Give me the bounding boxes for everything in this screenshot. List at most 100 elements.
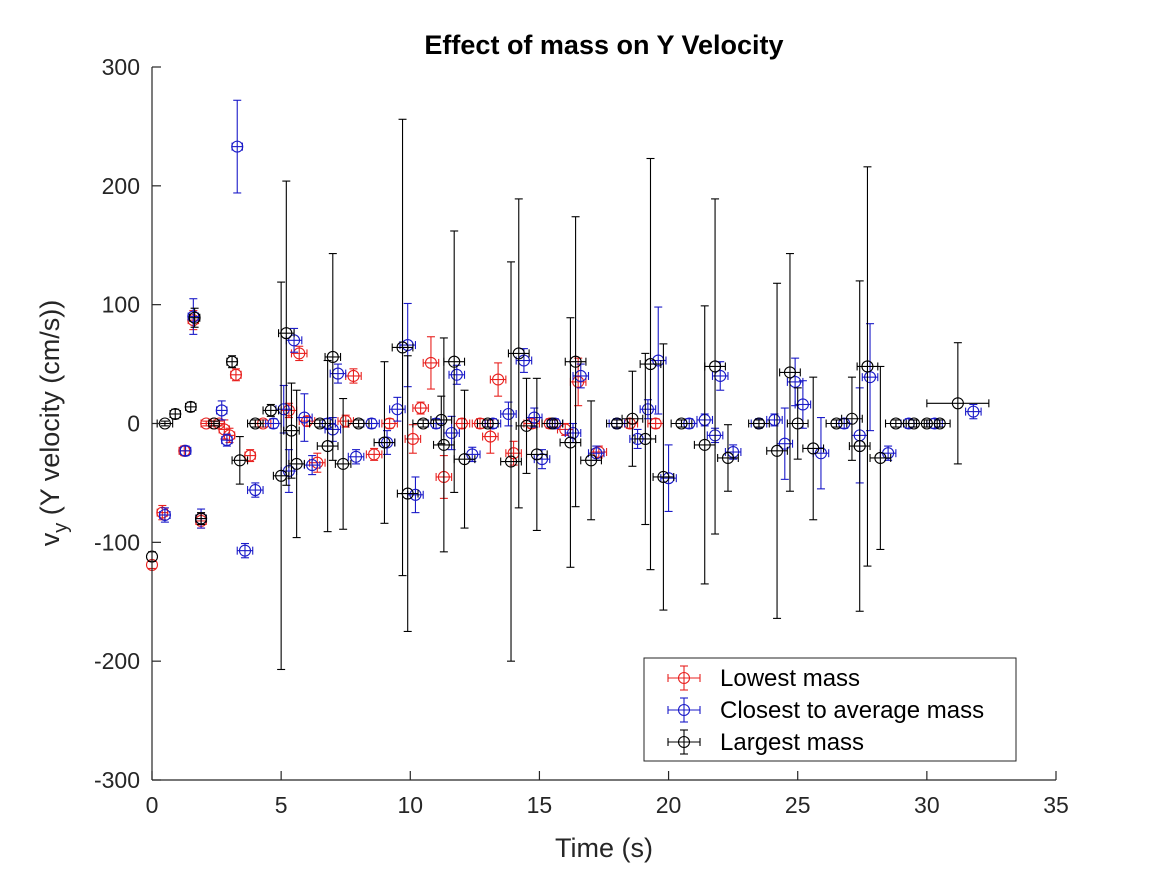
data-point-s2-2 xyxy=(187,298,200,335)
y-axis-label-sub: y xyxy=(50,523,72,533)
marker-circle xyxy=(512,347,525,360)
y-tick-label-100: 100 xyxy=(102,292,140,318)
plot-marks xyxy=(145,99,990,671)
data-point-s1-33 xyxy=(569,357,587,407)
data-point-s3-28 xyxy=(476,417,499,430)
x-tick-label-0: 0 xyxy=(146,792,159,818)
data-point-s2-26 xyxy=(448,364,466,385)
data-point-s3-27 xyxy=(453,389,476,529)
data-point-s1-17 xyxy=(337,414,355,428)
marker-circle xyxy=(298,411,311,424)
data-point-s3-32 xyxy=(525,377,548,532)
data-point-s3-9 xyxy=(247,417,264,430)
marker-circle xyxy=(853,440,866,453)
marker-circle xyxy=(156,506,169,519)
data-point-s3-47 xyxy=(766,282,788,619)
marker-circle xyxy=(967,405,980,418)
data-point-s3-25 xyxy=(432,337,455,553)
data-point-s3-19 xyxy=(347,417,370,430)
data-point-s3-5 xyxy=(195,512,208,526)
marker-circle xyxy=(951,397,964,410)
marker-circle xyxy=(675,417,688,430)
marker-circle xyxy=(435,413,448,426)
data-point-s1-28 xyxy=(489,362,507,397)
marker-circle xyxy=(626,412,639,425)
data-point-s3-15 xyxy=(309,417,331,430)
marker-circle xyxy=(264,404,277,417)
legend: Lowest mass Closest to average mass Larges… xyxy=(643,657,1017,762)
data-point-s3-48 xyxy=(779,253,801,492)
marker-circle xyxy=(293,347,306,360)
data-point-s3-60 xyxy=(926,342,990,465)
marker-circle xyxy=(169,407,182,421)
data-point-s3-24 xyxy=(430,395,453,445)
marker-circle xyxy=(492,373,505,386)
data-point-s2-59 xyxy=(965,403,982,420)
marker-circle xyxy=(229,368,242,381)
data-point-s3-38 xyxy=(621,370,644,467)
marker-circle xyxy=(458,453,471,466)
data-point-s3-59 xyxy=(928,417,951,430)
marker-circle xyxy=(752,417,766,430)
marker-circle xyxy=(889,417,902,430)
marker-circle xyxy=(290,457,303,470)
data-point-s3-14 xyxy=(288,389,305,539)
chart-title: Effect of mass on Y Velocity xyxy=(424,30,783,60)
data-point-s3-54 xyxy=(856,166,879,567)
data-point-s3-35 xyxy=(564,216,587,508)
data-point-s1-14 xyxy=(290,345,308,362)
x-tick-label-20: 20 xyxy=(656,792,682,818)
data-point-s2-7 xyxy=(236,542,254,559)
marker-circle xyxy=(187,310,200,323)
data-point-s3-49 xyxy=(786,387,809,460)
y-axis-label-main: v xyxy=(35,532,65,546)
data-point-s3-10 xyxy=(262,403,280,417)
marker-circle xyxy=(530,448,543,461)
data-point-s3-36 xyxy=(580,400,602,521)
legend-box xyxy=(643,657,1017,762)
marker-circle xyxy=(179,444,192,457)
marker-circle xyxy=(220,434,233,447)
data-point-s2-9 xyxy=(265,417,282,430)
data-point-s2-23 xyxy=(407,476,424,514)
data-point-s3-22 xyxy=(396,355,419,633)
data-point-s3-2 xyxy=(169,407,182,421)
data-point-s1-20 xyxy=(381,417,398,430)
marker-circle xyxy=(378,436,391,449)
data-point-s2-1 xyxy=(179,444,192,457)
marker-circle xyxy=(445,426,458,440)
marker-circle xyxy=(502,407,515,421)
data-point-s3-4 xyxy=(188,307,201,328)
marker-circle xyxy=(933,417,946,430)
data-point-s3-43 xyxy=(693,305,716,585)
legend-marker xyxy=(677,735,691,749)
marker-circle xyxy=(347,369,360,383)
y-axis-ticks: 300 200 100 0 -100 -200 -300 xyxy=(94,54,161,793)
marker-circle xyxy=(267,417,280,430)
data-point-s3-7 xyxy=(226,355,239,369)
marker-circle xyxy=(644,358,657,371)
marker-circle xyxy=(195,512,208,525)
marker-circle xyxy=(244,449,257,462)
data-point-s3-6 xyxy=(207,417,221,430)
marker-circle xyxy=(414,402,427,415)
marker-circle xyxy=(610,417,623,430)
marker-circle xyxy=(337,457,350,470)
x-axis-label: Time (s) xyxy=(555,833,653,863)
data-point-s2-4 xyxy=(215,400,228,421)
y-axis-label-group: vy (Y velocity (cm/s)) xyxy=(35,300,72,547)
data-point-s3-53 xyxy=(848,280,871,612)
legend-marker xyxy=(677,671,691,685)
marker-circle xyxy=(352,417,365,430)
marker-circle xyxy=(306,459,319,472)
data-point-s3-50 xyxy=(802,376,825,521)
data-point-s3-18 xyxy=(334,397,352,530)
marker-circle xyxy=(698,438,711,451)
marker-circle xyxy=(807,442,820,455)
x-tick-label-15: 15 xyxy=(527,792,553,818)
data-point-s3-55 xyxy=(869,365,892,551)
marker-circle xyxy=(783,366,797,379)
x-axis-ticks: 0 5 10 15 20 25 30 35 xyxy=(146,771,1069,818)
